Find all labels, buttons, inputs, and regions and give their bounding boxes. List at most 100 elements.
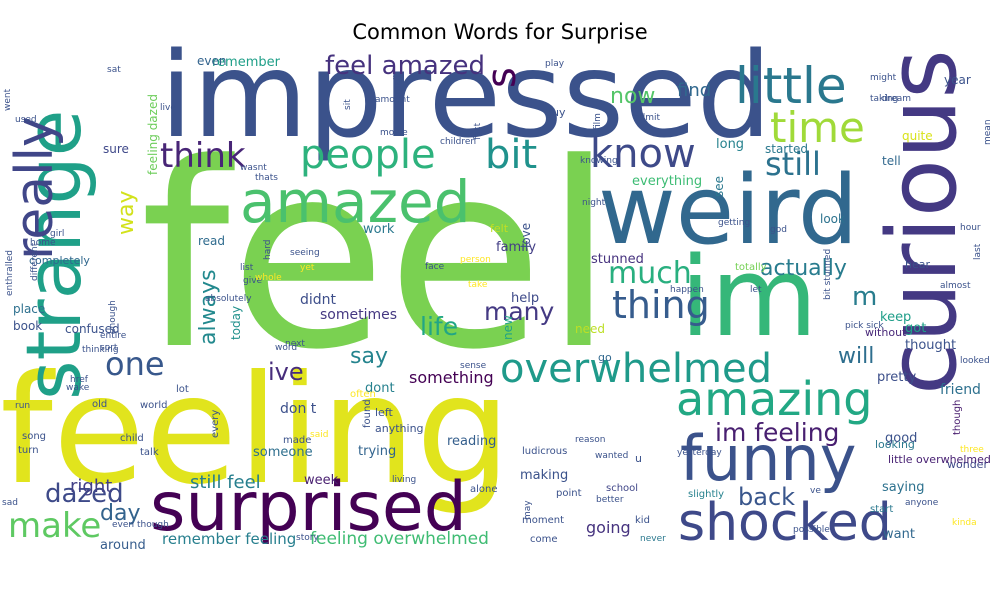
word-shocked: shocked — [678, 493, 892, 553]
word-always: always — [196, 269, 221, 345]
word-seeing: seeing — [290, 248, 320, 258]
word-dazed: dazed — [45, 479, 124, 509]
word-bit-stunned: bit stunned — [823, 249, 833, 300]
word-sense: sense — [460, 361, 487, 371]
chart-title: Common Words for Surprise — [352, 20, 648, 44]
word-point: point — [556, 488, 582, 499]
word-even-though: even though — [112, 520, 169, 530]
word-small: small — [393, 75, 403, 99]
word-school: school — [606, 483, 638, 494]
word-last: last — [973, 243, 983, 260]
word-child: child — [120, 433, 144, 444]
word-day: day — [100, 501, 140, 526]
word-everything: everything — [632, 174, 702, 189]
word-without: without — [865, 326, 907, 339]
word-sit: sit — [343, 99, 353, 110]
word-say: say — [350, 344, 388, 369]
word-im-feeling: im feeling — [715, 418, 839, 447]
word-anything: anything — [375, 422, 424, 435]
word-book: book — [13, 319, 42, 333]
word-amount: amount — [375, 95, 410, 105]
word-even: even — [197, 54, 226, 68]
word-every: every — [210, 410, 221, 438]
word-absolutely: absolutely — [205, 294, 252, 304]
word-sort: sort — [100, 343, 118, 353]
word-surprised: surprised — [150, 468, 467, 547]
word-curious: curious — [868, 49, 978, 395]
word-run: run — [15, 401, 30, 411]
word-reading: reading — [447, 434, 496, 449]
word-reason: reason — [575, 435, 605, 445]
word-list: list — [240, 263, 254, 273]
word-u: u — [635, 452, 642, 465]
word-used: used — [15, 115, 37, 125]
word-yet: yet — [300, 263, 315, 273]
word-see: see — [712, 176, 726, 197]
word-might: might — [870, 73, 897, 83]
word-keep: keep — [880, 310, 911, 325]
word-feeling-overwhelmed: feeling overwhelmed — [310, 529, 489, 549]
word-something: something — [409, 368, 494, 387]
word-really: really — [5, 116, 65, 260]
word-story: story — [296, 533, 319, 543]
word-entire: entire — [100, 331, 127, 341]
word-go: go — [598, 351, 612, 364]
word-back: back — [738, 483, 795, 511]
word-said: said — [310, 430, 328, 440]
word-hard: hard — [263, 240, 273, 260]
word-left: left — [375, 406, 394, 419]
word-come: come — [530, 534, 558, 545]
word-happen: happen — [670, 285, 704, 295]
word-looked: looked — [960, 356, 990, 366]
word-mean: mean — [983, 119, 993, 145]
word-knowing: knowing — [580, 156, 618, 166]
word-three: three — [960, 445, 984, 455]
word-work: work — [363, 222, 395, 237]
word-thinking: thinking — [82, 345, 119, 355]
word-someone: someone — [253, 445, 313, 460]
word-people: people — [300, 132, 436, 178]
word-film: film — [593, 113, 603, 130]
word-quite: quite — [902, 129, 933, 143]
word-love: love — [519, 223, 533, 248]
word-m: m — [852, 282, 877, 312]
word-find: find — [677, 80, 711, 101]
word-s: s — [479, 67, 525, 88]
word-remember: remember — [212, 55, 281, 70]
word-didnt: didnt — [300, 292, 337, 308]
word-make: make — [8, 506, 101, 546]
word-remember-feeling: remember feeling — [162, 530, 296, 548]
word-better: better — [596, 495, 624, 505]
word-weird: weird — [598, 156, 858, 266]
word-made: made — [283, 435, 311, 446]
word-got: got — [905, 321, 926, 336]
word-one: one — [105, 345, 165, 383]
word-time: time — [770, 103, 865, 152]
word-help: help — [511, 291, 539, 306]
word-place: place — [13, 302, 45, 316]
word-getting: getting — [718, 218, 750, 228]
word-will: will — [838, 344, 874, 369]
word-thing: thing — [612, 283, 710, 327]
word-don-t: don t — [280, 401, 317, 417]
word-take: take — [468, 280, 488, 290]
word-amazing: amazing — [676, 372, 872, 426]
word-dream: dream — [882, 94, 911, 104]
word-admit: admit — [634, 113, 660, 123]
word-lot: lot — [176, 384, 189, 395]
word-now: now — [610, 84, 655, 109]
word-enough: enough — [108, 300, 118, 334]
word-sad: sad — [2, 498, 18, 508]
word-sometimes: sometimes — [320, 307, 397, 323]
word-need: need — [575, 322, 605, 336]
word-want: want — [883, 527, 915, 542]
word-person: person — [460, 255, 491, 265]
word-totally: totally — [735, 262, 767, 273]
word-href: href — [70, 375, 89, 385]
word-wonder: wonder — [947, 458, 988, 471]
word-yesterday: yesterday — [677, 448, 722, 458]
word-guy: guy — [545, 106, 566, 119]
word-feeling-dazed: feeling dazed — [146, 94, 160, 175]
word-life: life — [420, 312, 458, 341]
